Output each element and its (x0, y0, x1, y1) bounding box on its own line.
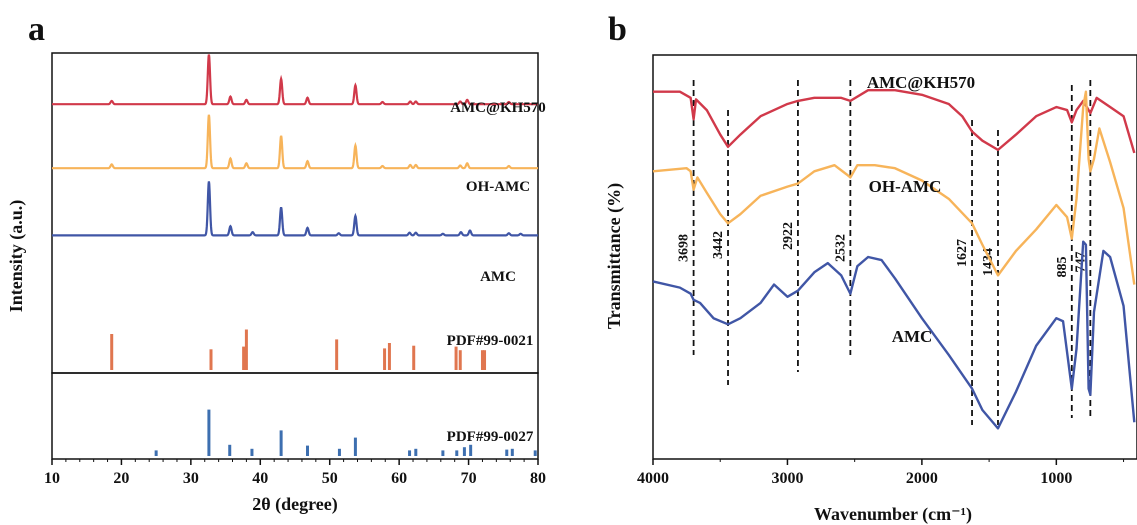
xrd-chart: 10 20 30 40 50 60 70 80 AMC@KH570 OH-AMC AMC PDF#… (6, 52, 546, 515)
ftir-series-line (652, 90, 1136, 285)
xrd-series-line (52, 181, 538, 237)
ftir-x-tick-label: 2000 (906, 470, 938, 487)
ftir-series-line (652, 240, 1136, 430)
ftir-peak-label: 885 (1055, 257, 1070, 278)
ftir-peak-label: 3442 (711, 231, 726, 259)
xrd-reference-label: PDF#99-0027 (447, 429, 534, 445)
xrd-series-label: OH-AMC (466, 179, 530, 195)
ftir-peak-label: 2532 (833, 234, 848, 262)
ftir-series-group: AMC@KH570 OH-AMC AMC (652, 73, 1136, 430)
ftir-peak-label: 1627 (955, 239, 970, 267)
xrd-x-tick-label: 40 (252, 470, 268, 487)
xrd-series-line (52, 114, 538, 170)
xrd-series-group: AMC@KH570 OH-AMC AMC (52, 54, 546, 285)
xrd-x-tick-label: 80 (530, 470, 546, 487)
xrd-series-line (52, 54, 538, 106)
xrd-reference-label: PDF#99-0021 (447, 333, 534, 349)
ftir-peak-label: 2922 (781, 222, 796, 250)
xrd-series-label: AMC@KH570 (450, 100, 546, 116)
ftir-x-tick-label: 4000 (637, 470, 669, 487)
xrd-x-tick-label: 60 (391, 470, 407, 487)
ftir-frame (652, 54, 1137, 460)
xrd-x-tick-label: 50 (322, 470, 338, 487)
xrd-x-axis: 10 20 30 40 50 60 70 80 (44, 459, 546, 487)
xrd-x-tick-label: 30 (183, 470, 199, 487)
ftir-chart: 4000 3000 2000 1000 3698 3442 2922 2532 1627 143… (604, 54, 1137, 525)
ftir-series-label: OH-AMC (869, 177, 942, 196)
ftir-series-label: AMC@KH570 (867, 73, 975, 92)
panel-b-letter: b (608, 11, 627, 48)
ftir-x-tick-label: 3000 (771, 470, 803, 487)
ftir-x-axis-title: Wavenumber (cm⁻¹) (814, 504, 972, 525)
ftir-peak-lines: 3698 3442 2922 2532 1627 1434 885 747 (677, 80, 1092, 425)
xrd-y-axis-title: Intensity (a.u.) (6, 200, 27, 313)
xrd-series-label: AMC (480, 269, 516, 285)
xrd-x-axis-title: 2θ (degree) (252, 494, 338, 515)
ftir-x-tick-label: 1000 (1040, 470, 1072, 487)
ftir-peak-label: 3698 (677, 234, 692, 262)
panel-a-letter: a (28, 11, 45, 48)
ftir-series-line (653, 89, 1136, 154)
ftir-series-label: AMC (892, 327, 933, 346)
ftir-x-axis: 4000 3000 2000 1000 (637, 459, 1125, 487)
xrd-x-tick-label: 10 (44, 470, 60, 487)
xrd-x-tick-label: 20 (113, 470, 129, 487)
ftir-peak-label: 1434 (981, 248, 996, 276)
ftir-y-axis-title: Transmittance (%) (604, 183, 625, 329)
xrd-lower-frame (51, 372, 539, 460)
xrd-reference-group: PDF#99-0021 PDF#99-0027 (110, 329, 537, 456)
xrd-x-tick-label: 70 (461, 470, 477, 487)
